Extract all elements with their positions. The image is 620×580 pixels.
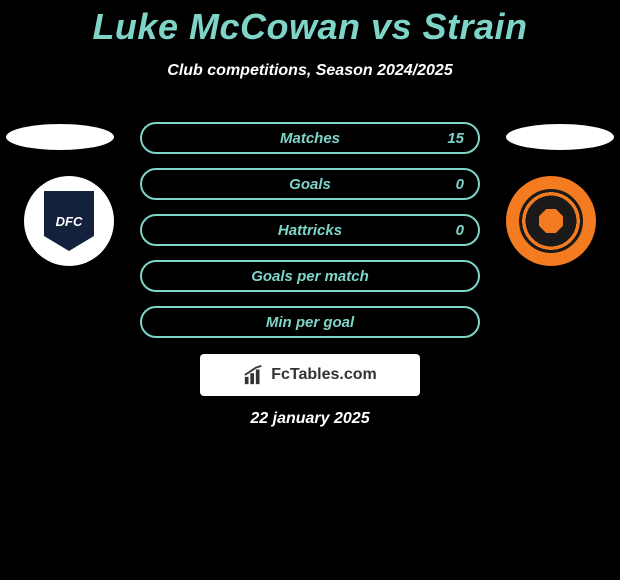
comparison-card: Luke McCowan vs Strain Club competitions… [0, 0, 620, 580]
stat-label: Hattricks [278, 222, 342, 239]
club-badge-right [506, 176, 596, 266]
stat-row-hattricks: Hattricks 0 [140, 214, 480, 246]
stat-right-value: 0 [456, 222, 464, 239]
stat-row-goals-per-match: Goals per match [140, 260, 480, 292]
stat-label: Goals per match [251, 268, 369, 285]
page-title: Luke McCowan vs Strain [0, 0, 620, 48]
club-badge-left: DFC [24, 176, 114, 266]
club-badge-left-shield: DFC [44, 191, 94, 251]
stat-right-value: 0 [456, 176, 464, 193]
stat-label: Min per goal [266, 314, 354, 331]
stat-row-min-per-goal: Min per goal [140, 306, 480, 338]
date-label: 22 january 2025 [0, 410, 620, 428]
stat-label: Goals [289, 176, 331, 193]
player-left-silhouette [6, 124, 114, 150]
stat-right-value: 15 [447, 130, 464, 147]
source-logo-text: FcTables.com [271, 366, 377, 384]
source-logo: FcTables.com [200, 354, 420, 396]
stat-row-matches: Matches 15 [140, 122, 480, 154]
club-badge-right-crest [519, 189, 583, 253]
stat-row-goals: Goals 0 [140, 168, 480, 200]
player-right-silhouette [506, 124, 614, 150]
bar-chart-icon [243, 364, 265, 386]
subtitle: Club competitions, Season 2024/2025 [0, 62, 620, 80]
stats-list: Matches 15 Goals 0 Hattricks 0 Goals per… [140, 122, 480, 352]
stat-label: Matches [280, 130, 340, 147]
